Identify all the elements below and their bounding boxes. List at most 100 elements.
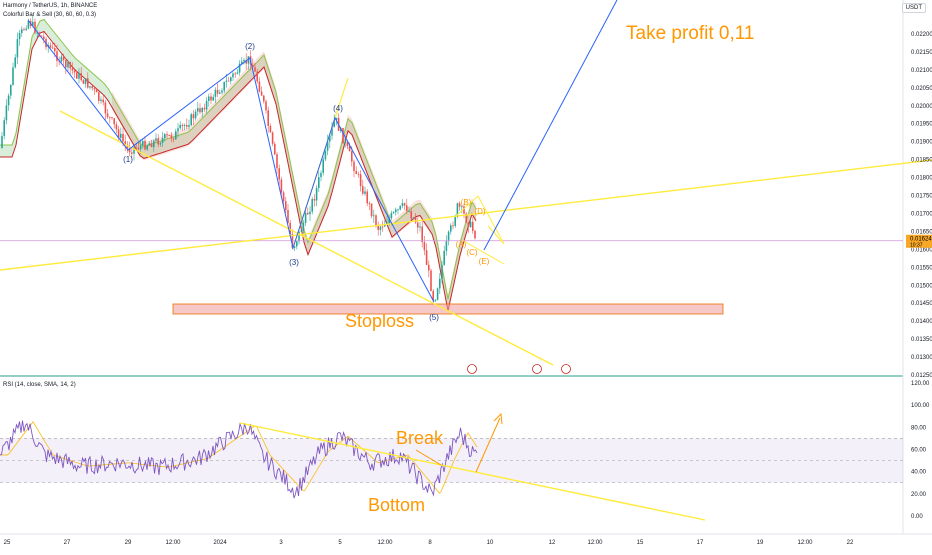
take-profit-note: Take profit 0,11 (626, 23, 755, 44)
stoploss-note: Stoploss (345, 311, 414, 331)
candle-body (441, 264, 443, 279)
candle-body (219, 92, 221, 94)
candle-body (179, 125, 181, 129)
candle-body (153, 140, 155, 148)
candle-body (133, 147, 135, 154)
candle-body (212, 96, 214, 101)
candle-body (205, 100, 208, 110)
candle-body (197, 108, 199, 112)
candle-body (399, 205, 401, 210)
candle-body (465, 213, 467, 223)
time-tick-label: 8 (428, 540, 432, 546)
candle-body (7, 95, 10, 106)
candle-layer (0, 15, 477, 313)
candle-body (142, 140, 144, 146)
candle-body (56, 51, 58, 61)
candle-body (36, 32, 38, 34)
candle-body (32, 21, 34, 26)
candle-body (190, 114, 192, 126)
candle-body (285, 201, 287, 211)
rsi-up-arrowhead (493, 412, 503, 425)
candle-body (139, 145, 142, 150)
abc-label: (B) (461, 198, 472, 207)
candle-body (91, 86, 93, 89)
price-tick-label: 0.01750 (911, 194, 932, 200)
candle-body (346, 141, 349, 146)
candle-body (109, 117, 111, 118)
candle-body (18, 33, 21, 40)
wave-label: (4) (333, 104, 343, 113)
candle-body (84, 78, 87, 84)
time-tick-label: 19 (757, 540, 764, 546)
candle-body (254, 67, 256, 72)
candle-body (243, 60, 245, 62)
candle-body (111, 117, 113, 119)
event-icon (561, 364, 571, 374)
candle-body (436, 288, 439, 300)
candle-body (208, 96, 210, 101)
candle-body (324, 150, 327, 160)
price-tick-label: 0.01250 (911, 373, 932, 379)
price-tick-label: 0.01550 (911, 265, 932, 271)
rsi-trendline (239, 422, 706, 521)
candle-body (458, 203, 461, 207)
candle-body (289, 222, 291, 235)
price-tick-label: 0.01950 (911, 122, 932, 128)
candle-body (329, 135, 331, 142)
candle-body (439, 278, 441, 289)
time-tick-label: 2024 (213, 540, 227, 546)
price-tick-label: 0.01650 (911, 229, 932, 235)
candle-body (122, 133, 124, 142)
event-icon (532, 364, 542, 374)
candle-body (128, 148, 131, 153)
candle-body (164, 134, 166, 139)
candle-body (146, 145, 148, 150)
candle-body (401, 203, 404, 206)
candle-body (76, 72, 78, 79)
candle-body (67, 62, 69, 68)
candle-body (186, 125, 188, 127)
candle-body (287, 210, 289, 223)
candle-body (461, 206, 463, 208)
take-profit-projection (483, 0, 618, 251)
rsi-up-arrow (475, 417, 501, 473)
candle-body (463, 206, 465, 214)
candle-body (392, 212, 395, 213)
candle-body (375, 215, 377, 226)
candle-body (423, 242, 426, 251)
candle-body (236, 72, 239, 74)
axis-layer: 0.02200 0.02150 0.02100 0.02050 0.02000 0.019… (4, 32, 932, 546)
candle-body (381, 226, 384, 228)
candle-body (168, 135, 170, 136)
event-icon (467, 364, 477, 374)
candle-body (199, 108, 201, 113)
abc-triangle-upper (456, 195, 505, 245)
candle-body (183, 125, 186, 126)
wave-label: (5) (429, 313, 439, 322)
candle-body (21, 29, 23, 33)
candle-body (201, 107, 203, 113)
candle-body (80, 73, 82, 81)
candle-body (148, 143, 151, 146)
candle-body (406, 205, 408, 212)
price-tick-label: 0.01500 (911, 283, 932, 289)
elliott-wave-path (27, 19, 435, 303)
candle-body (192, 114, 195, 119)
candle-body (300, 230, 302, 232)
price-tick-label: 0.02200 (911, 32, 932, 38)
candle-body (366, 191, 368, 204)
price-tick-label: 0.02150 (911, 50, 932, 56)
candle-body (304, 212, 307, 223)
candle-body (309, 211, 311, 215)
candle-body (1, 135, 3, 148)
candle-body (410, 211, 412, 219)
candle-body (280, 179, 283, 193)
currency-badge[interactable]: USDT (901, 3, 926, 13)
candle-body (238, 63, 241, 73)
time-tick-label: 29 (125, 540, 132, 546)
candle-body (256, 71, 258, 82)
